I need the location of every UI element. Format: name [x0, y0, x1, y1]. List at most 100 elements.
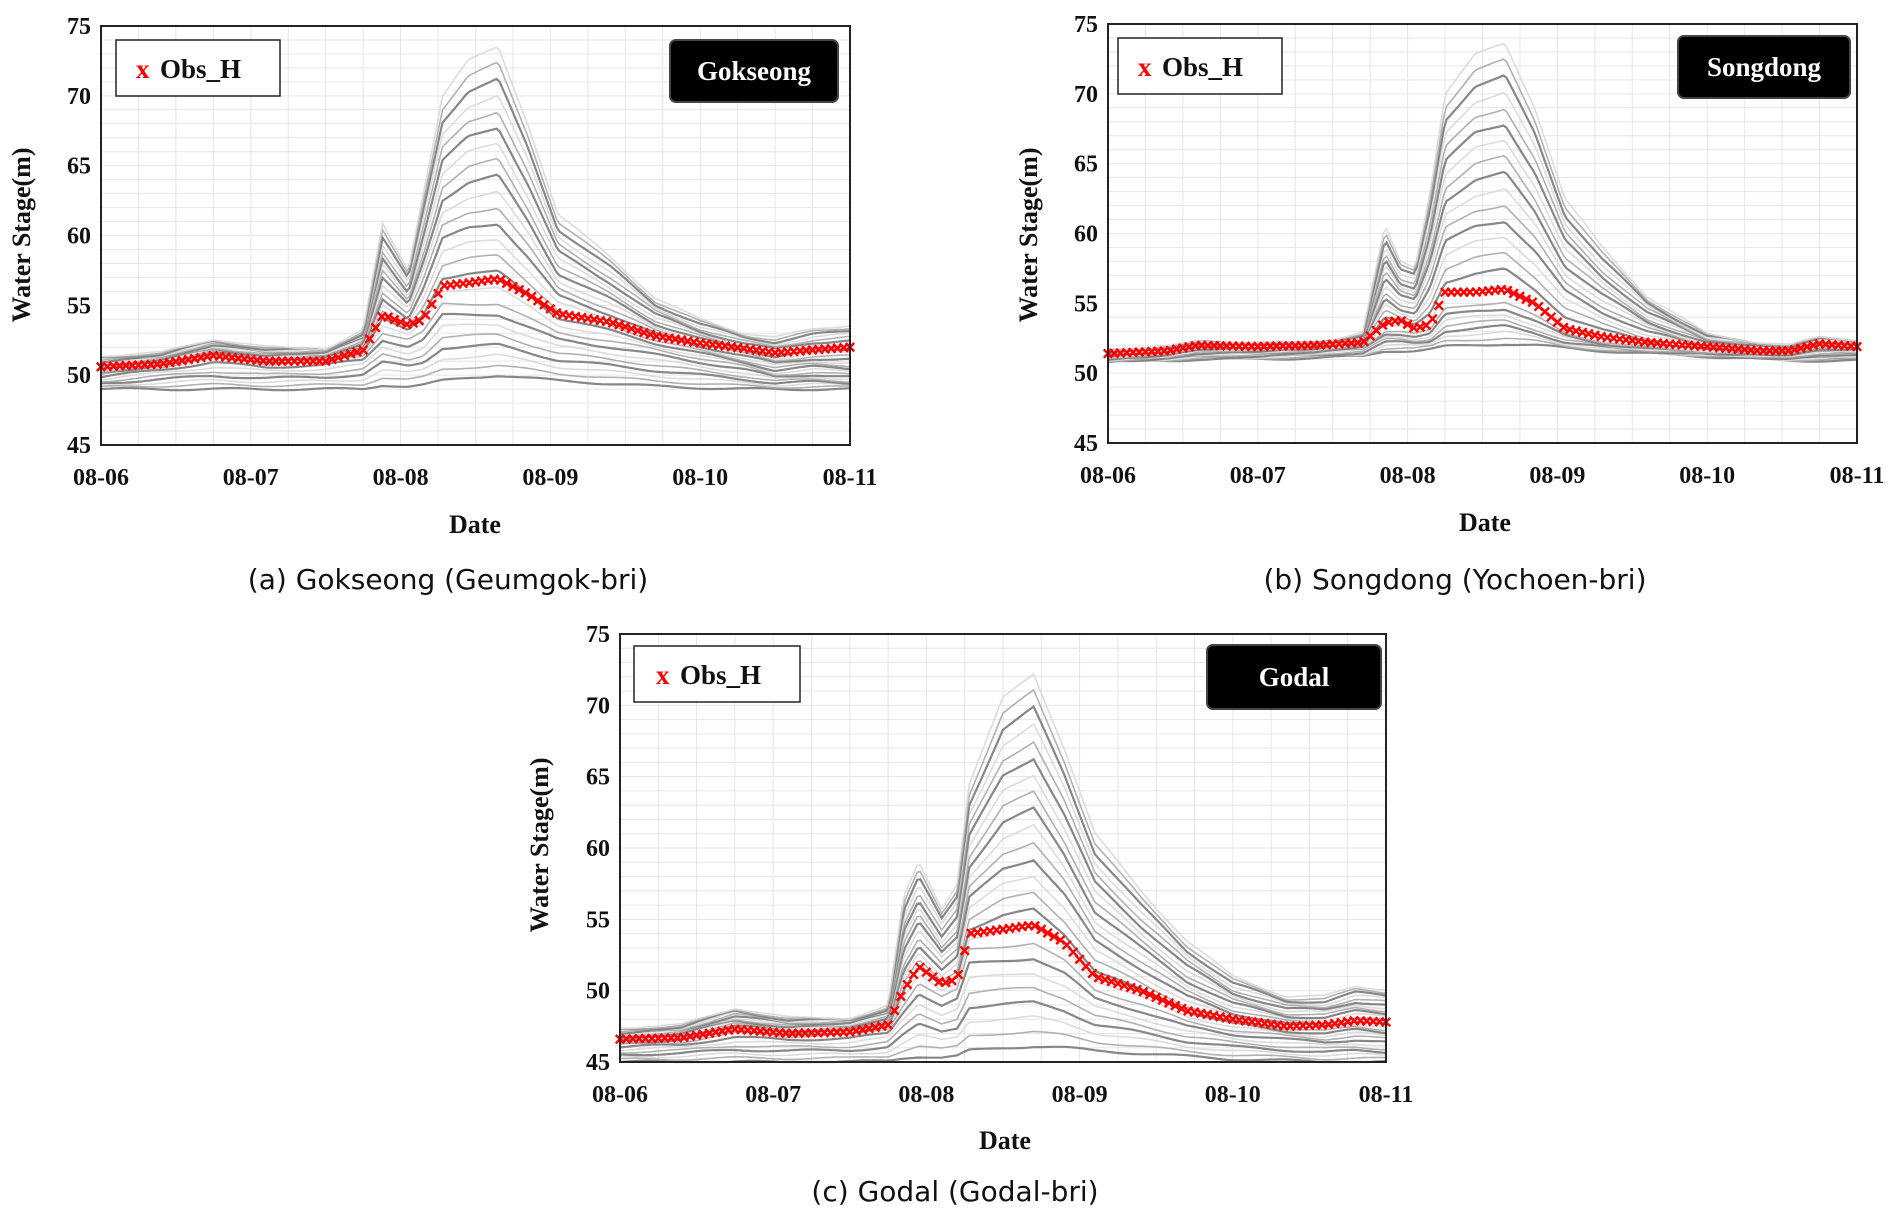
plot-border: [1107, 23, 1858, 444]
ensemble-line: [620, 672, 1387, 1030]
obs-point: [959, 945, 970, 956]
station-badge: Godal: [1206, 644, 1382, 710]
y-tick-label: 70: [1074, 82, 1098, 108]
station-name: Songdong: [1707, 52, 1822, 82]
y-tick-label: 65: [67, 154, 91, 180]
station-badge: Gokseong: [669, 39, 839, 103]
obs-point: [1157, 995, 1168, 1006]
legend: x Obs_H: [1117, 37, 1283, 95]
obs-point: [420, 309, 431, 321]
ensemble-line: [100, 223, 851, 371]
ensemble-line: [100, 61, 851, 358]
legend-marker: x: [136, 54, 150, 84]
ensemble-line: [1107, 236, 1857, 359]
x-tick-label: 08-06: [73, 465, 129, 491]
y-tick-label: 75: [1074, 12, 1098, 38]
ensemble-line: [619, 1015, 1387, 1059]
x-tick-label: 08-10: [672, 465, 728, 491]
obs-point: [1042, 927, 1053, 938]
obs-point: [1402, 319, 1413, 330]
obs-series: [95, 274, 856, 372]
obs-point: [1170, 1000, 1181, 1011]
y-tick-label: 50: [586, 979, 610, 1005]
y-ticks: 45 50 55 60 65 70 75: [1074, 12, 1098, 457]
obs-point: [545, 303, 556, 314]
y-tick-label: 60: [586, 836, 610, 862]
y-tick-label: 45: [67, 433, 91, 459]
obs-point: [1527, 297, 1538, 308]
ensemble-line: [100, 46, 851, 358]
obs-point: [1163, 997, 1175, 1008]
x-tick-label: 08-06: [1080, 463, 1136, 489]
ensemble-line: [100, 142, 851, 365]
obs-series: [1102, 284, 1863, 359]
x-tick-label: 08-08: [373, 465, 429, 491]
x-axis-title: Date: [449, 510, 501, 539]
ensemble-line: [619, 757, 1387, 1035]
panel-caption: (b) Songdong (Yochoen-bri): [1263, 563, 1646, 596]
ensemble-line: [619, 841, 1387, 1039]
obs-point: [1144, 989, 1155, 1000]
obs-point: [1176, 1003, 1187, 1014]
ensemble-line: [619, 958, 1387, 1049]
y-tick-label: 55: [586, 907, 610, 933]
ensemble-line: [619, 973, 1387, 1052]
ensemble-line: [619, 1030, 1387, 1061]
x-tick-label: 08-11: [1359, 1082, 1414, 1108]
y-tick-label: 50: [67, 363, 91, 389]
obs-point: [1100, 974, 1111, 985]
panel-caption: (a) Gokseong (Geumgok-bri): [248, 563, 648, 596]
obs-point: [889, 1005, 900, 1016]
x-ticks: 08-06 08-07 08-08 08-09 08-10 08-11: [1080, 463, 1884, 489]
x-tick-label: 08-07: [1230, 463, 1286, 489]
obs-point: [501, 278, 512, 289]
panel-caption: (c) Godal (Godal-bri): [811, 1175, 1098, 1208]
obs-point: [1502, 285, 1513, 296]
ensemble-line: [619, 774, 1387, 1036]
obs-point: [389, 314, 400, 325]
obs-point: [914, 962, 926, 973]
ensemble-line: [101, 157, 851, 366]
ensemble-line: [619, 859, 1387, 1042]
station-badge: Songdong: [1677, 35, 1851, 99]
station-badge-box: [669, 39, 839, 103]
obs-point: [902, 979, 913, 990]
obs-point: [1377, 320, 1388, 331]
ensemble-line: [619, 790, 1387, 1037]
panel-songdong: 45 50 55 60 65 70 75 08-06 08-07 08-08 08-09 08-10…: [1014, 12, 1884, 596]
legend: x Obs_H: [633, 645, 801, 703]
obs-point: [495, 275, 506, 286]
x-ticks: 08-06 08-07 08-08 08-09 08-10 08-11: [73, 465, 877, 491]
ensemble-series: [619, 672, 1387, 1064]
ensemble-line: [100, 312, 850, 379]
obs-point: [883, 1019, 894, 1030]
y-ticks: 45 50 55 60 65 70 75: [67, 14, 91, 459]
y-ticks: 45 50 55 60 65 70 75: [586, 622, 610, 1076]
x-tick-label: 08-11: [823, 465, 878, 491]
x-tick-label: 08-06: [592, 1082, 648, 1108]
obs-point: [927, 971, 938, 982]
ensemble-line: [101, 342, 851, 385]
y-tick-label: 75: [67, 14, 91, 40]
plot-border: [100, 25, 851, 446]
ensemble-line: [619, 1000, 1387, 1057]
ensemble-line: [619, 1045, 1387, 1064]
x-tick-label: 08-08: [1380, 463, 1436, 489]
obs-point: [520, 287, 531, 298]
y-axis-title: Water Stage(m): [525, 758, 554, 933]
y-tick-label: 45: [1074, 431, 1098, 457]
obs-point: [539, 299, 550, 310]
ensemble-line: [620, 806, 1387, 1038]
obs-point: [383, 312, 394, 323]
obs-point: [370, 322, 381, 333]
panel-gokseong: 45 50 55 60 65 70 75 08-06 08-07 08-08 08-09 08-10…: [7, 14, 877, 596]
station-name: Gokseong: [697, 56, 812, 86]
y-tick-label: 55: [1074, 291, 1098, 317]
legend-label: Obs_H: [1162, 52, 1243, 82]
x-tick-label: 08-09: [522, 465, 578, 491]
legend: x Obs_H: [115, 39, 281, 97]
x-tick-label: 08-08: [898, 1082, 954, 1108]
obs-point: [1131, 984, 1143, 995]
station-badge-box: [1677, 35, 1851, 99]
obs-point: [358, 344, 369, 356]
